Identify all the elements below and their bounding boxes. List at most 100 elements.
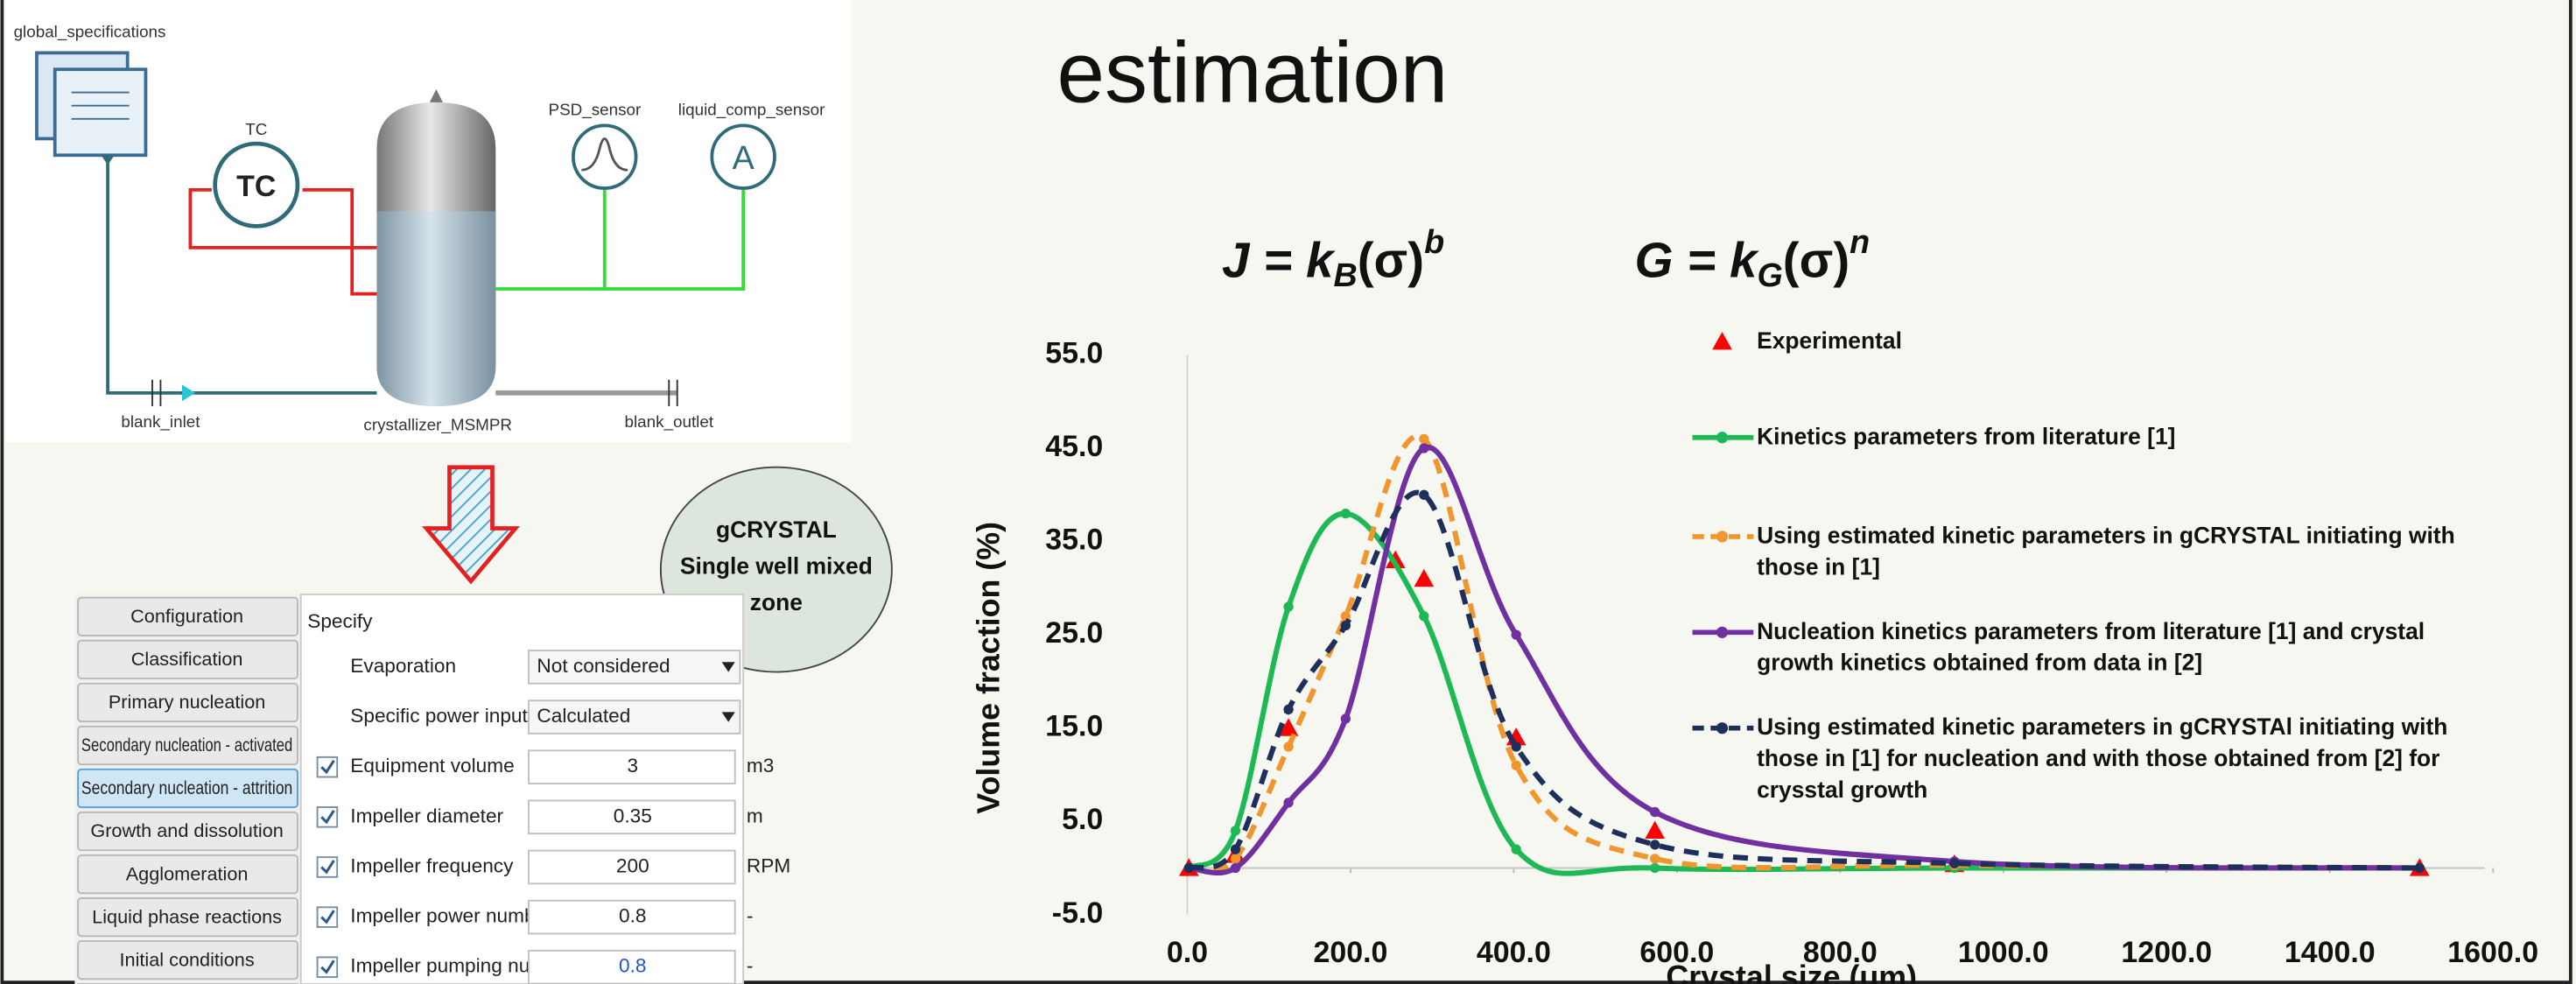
equation: G = kG(σ)n xyxy=(1635,223,1871,293)
sensor xyxy=(710,123,776,190)
data-point xyxy=(1650,862,1660,874)
equation-part: b xyxy=(1424,223,1444,260)
y-tick-label: -5.0 xyxy=(1052,896,1103,930)
tab-label: Primary nucleation xyxy=(109,691,265,713)
checkbox xyxy=(316,856,339,878)
unit: - xyxy=(747,955,754,977)
x-tick-label: 1000.0 xyxy=(1958,936,2049,969)
tab xyxy=(77,639,298,680)
input xyxy=(528,749,736,784)
input-value: 0.8 xyxy=(619,905,646,927)
field-label: Equipment volume xyxy=(350,755,514,777)
series-line xyxy=(1187,510,2420,876)
legend-marker xyxy=(1712,332,1732,350)
unit: m3 xyxy=(747,755,774,777)
data-point xyxy=(1419,433,1429,445)
tab-label: Classification xyxy=(131,648,243,670)
label: global_specifications xyxy=(14,23,166,42)
callout-text: gCRYSTAL Single well mixed zone xyxy=(680,517,873,615)
data-point xyxy=(1340,713,1351,724)
unit: RPM xyxy=(747,854,790,876)
icon xyxy=(53,67,148,158)
callout-line: Single well mixed xyxy=(680,553,873,580)
equation-part: J xyxy=(1222,233,1251,288)
data-point xyxy=(1650,840,1660,850)
stream xyxy=(106,155,377,395)
data-point xyxy=(1230,844,1241,854)
data-point xyxy=(1949,858,1960,868)
data-point xyxy=(1419,489,1429,500)
checkmark xyxy=(320,959,335,974)
data-point xyxy=(1230,826,1241,836)
data-point xyxy=(2414,862,2425,874)
field-label: Impeller diameter xyxy=(350,805,503,826)
equation-part: n xyxy=(1850,223,1870,260)
equation-part: (σ) xyxy=(1358,233,1424,288)
tab xyxy=(77,596,298,637)
process-diagram: global_specifications blank_inlet blank_… xyxy=(5,0,851,443)
equation-part: = xyxy=(1250,233,1306,288)
data-point xyxy=(1183,862,1194,874)
callout-line: zone xyxy=(750,589,803,615)
signal xyxy=(188,187,377,250)
title: estimation xyxy=(1056,24,1448,120)
field-label: Evaporation xyxy=(350,655,456,677)
equation-part: G xyxy=(1757,257,1782,293)
port xyxy=(101,155,115,165)
y-tick-label: 55.0 xyxy=(1045,336,1103,369)
data-point xyxy=(1650,806,1660,818)
data-point xyxy=(1414,568,1435,587)
data-point xyxy=(1340,620,1351,631)
field-label: Impeller frequency xyxy=(350,854,514,876)
input xyxy=(528,949,736,984)
equation-part: G xyxy=(1635,233,1674,288)
data-point xyxy=(1283,742,1294,752)
x-axis-title: Crystal size (um) xyxy=(1666,959,1917,984)
data-point xyxy=(1230,854,1241,864)
checkbox xyxy=(316,956,339,979)
field-label: Impeller power number xyxy=(350,905,553,927)
checkbox xyxy=(316,756,339,778)
tab xyxy=(77,682,298,723)
section-title: Specify xyxy=(307,610,373,632)
signal xyxy=(495,189,746,291)
x-tick-label: 200.0 xyxy=(1313,936,1387,969)
checkbox xyxy=(316,806,339,828)
equation: J = kB(σ)b xyxy=(1222,223,1444,293)
x-tick-label: 1400.0 xyxy=(2285,936,2376,969)
controller xyxy=(213,141,300,228)
equations: J = kB(σ)b G = kG(σ)n xyxy=(1222,223,1870,293)
data-point xyxy=(1511,844,1521,854)
tab-label: Configuration xyxy=(130,605,243,627)
checkmark xyxy=(320,860,335,875)
chart: -5.0 5.0 15.0 25.0 35.0 45.0 55.0 0.0 200.0 400.0… xyxy=(972,327,2539,984)
legend-label: Experimental xyxy=(1757,327,1902,354)
y-axis-title: Volume fraction (%) xyxy=(972,522,1007,814)
y-tick-label: 45.0 xyxy=(1045,430,1103,463)
text-box: Experimental xyxy=(1757,327,1902,354)
signal xyxy=(302,187,377,296)
dropdown-arrow xyxy=(721,712,735,722)
data-point xyxy=(1645,820,1666,839)
legend-label: Using estimated kinetic parameters in gC… xyxy=(1757,521,2455,580)
data-point xyxy=(1283,798,1294,808)
unit: - xyxy=(747,905,754,927)
tab-label: Initial conditions xyxy=(119,948,254,970)
input-value: 3 xyxy=(627,755,638,777)
x-tick-label: 1200.0 xyxy=(2121,936,2212,969)
y-tick-label: 25.0 xyxy=(1045,616,1103,650)
equation-part: = xyxy=(1674,233,1730,288)
y-tick-label: 15.0 xyxy=(1045,710,1103,743)
dropdown-value: Calculated xyxy=(537,705,630,727)
legend-marker xyxy=(1716,531,1729,543)
tab xyxy=(77,940,298,980)
input xyxy=(528,799,736,835)
data-point xyxy=(1511,742,1521,752)
sensor-icon xyxy=(581,137,628,172)
equation-part: (σ) xyxy=(1783,233,1850,288)
dropdown-value: Not considered xyxy=(537,655,670,677)
x-tick-label: 800.0 xyxy=(1803,936,1878,969)
input-value: 0.35 xyxy=(614,805,652,826)
input xyxy=(528,849,736,885)
